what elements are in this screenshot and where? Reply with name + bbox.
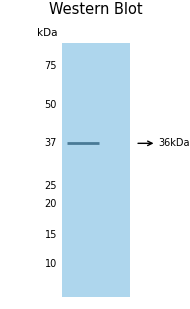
Text: 36kDa: 36kDa <box>158 138 190 148</box>
Text: 15: 15 <box>45 230 57 240</box>
Text: 10: 10 <box>45 259 57 269</box>
Text: 25: 25 <box>44 181 57 191</box>
Text: 37: 37 <box>45 138 57 148</box>
Text: kDa: kDa <box>36 28 57 38</box>
Text: 20: 20 <box>45 199 57 209</box>
Text: 50: 50 <box>45 100 57 110</box>
Text: Western Blot: Western Blot <box>49 2 143 17</box>
Bar <box>62 43 130 297</box>
Text: 75: 75 <box>44 61 57 71</box>
